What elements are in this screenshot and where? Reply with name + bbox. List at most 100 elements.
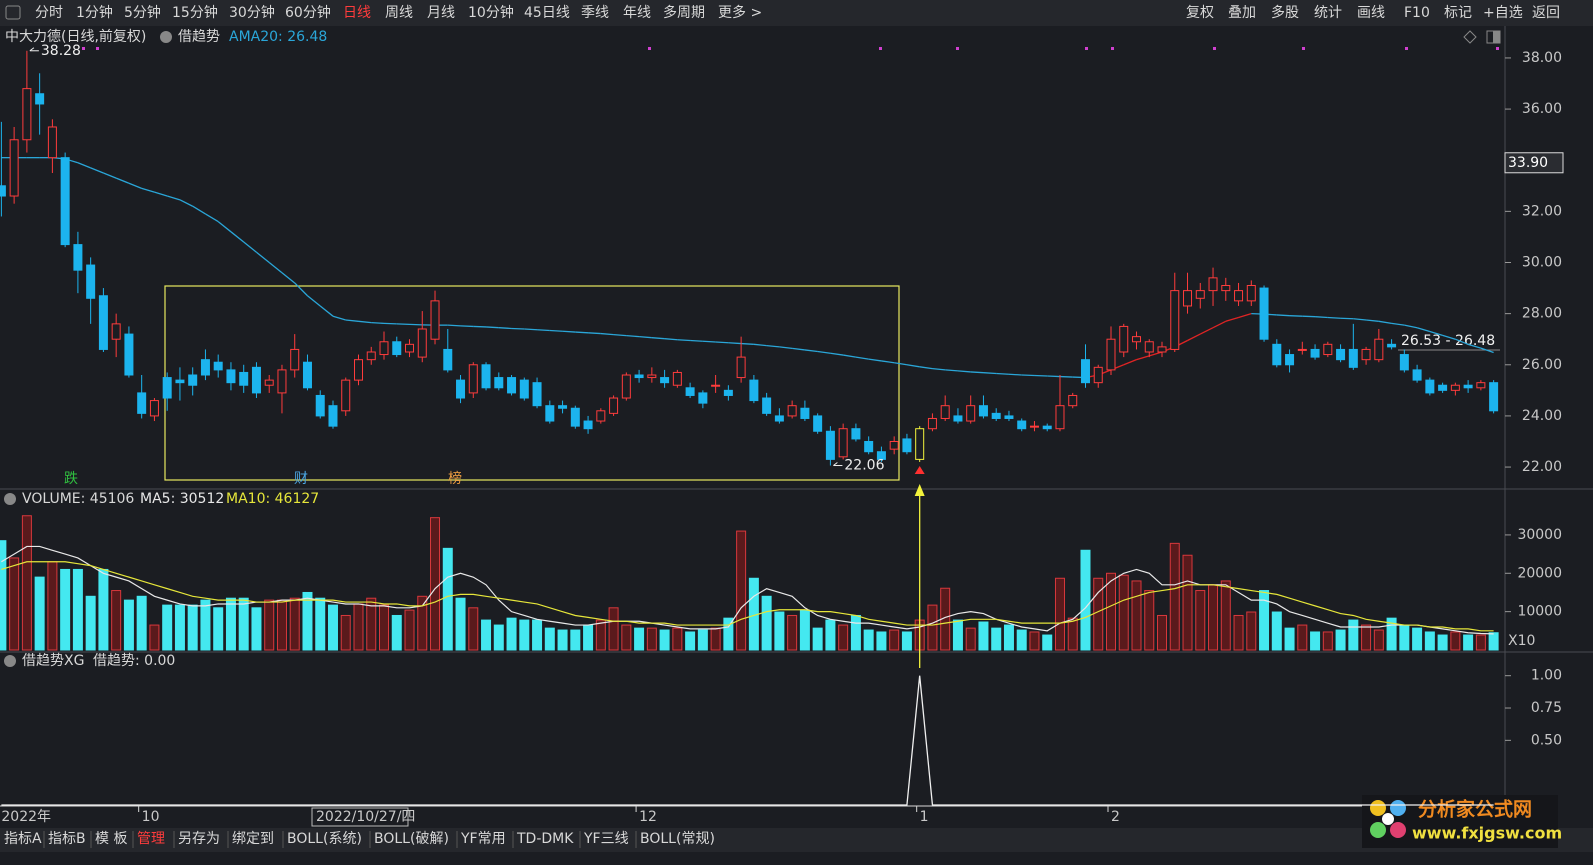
- menu-item[interactable]: 5分钟: [124, 4, 161, 21]
- menu-item[interactable]: 季线: [581, 5, 609, 21]
- menu-item[interactable]: 1分钟: [76, 4, 113, 21]
- menu-item[interactable]: 年线: [623, 5, 651, 21]
- ama-line: [537, 329, 550, 332]
- candle-body: [137, 392, 147, 414]
- candle-body: [35, 93, 45, 105]
- menu-item[interactable]: 多周期: [663, 4, 705, 21]
- menu-item[interactable]: 标记: [1444, 5, 1472, 21]
- volume-ma-line: [1, 561, 1494, 632]
- candle-body: [1348, 348, 1358, 368]
- volume-bar: [787, 614, 798, 651]
- menu-item[interactable]: 月线: [427, 5, 455, 21]
- candle-body: [149, 400, 159, 417]
- candle-body: [660, 377, 670, 384]
- ama-line: [970, 371, 984, 374]
- candle-body: [200, 359, 210, 376]
- tab[interactable]: YF常用: [460, 831, 506, 847]
- menu-item[interactable]: 复权: [1186, 4, 1214, 21]
- indicator-name: 借趋势: [178, 29, 220, 45]
- ama-line: [447, 324, 461, 327]
- tab[interactable]: BOLL(破解): [374, 831, 449, 847]
- collapse-icon[interactable]: [4, 493, 16, 505]
- petal-center: [1382, 813, 1394, 825]
- volume-bar: [1412, 627, 1423, 651]
- menu-icon[interactable]: [5, 5, 21, 20]
- ama-line: [957, 370, 971, 373]
- menu-item[interactable]: 周线: [385, 5, 413, 21]
- volume-bar: [1373, 629, 1384, 651]
- ama-line: [217, 221, 232, 233]
- menu-item[interactable]: 60分钟: [285, 4, 331, 21]
- tab[interactable]: 管理: [137, 831, 165, 847]
- diamond-icon[interactable]: [1463, 30, 1477, 44]
- ama-line: [383, 322, 397, 325]
- candle-body: [1246, 285, 1256, 302]
- candle-body: [60, 157, 70, 246]
- collapse-icon[interactable]: [4, 655, 16, 667]
- volume-bar: [0, 540, 7, 651]
- volume-bar: [583, 624, 594, 651]
- ama-line: [945, 369, 958, 372]
- volume-bar: [697, 629, 708, 651]
- y-tick-label: 36.00: [1522, 101, 1562, 117]
- volume-bar: [1144, 590, 1155, 651]
- candle-body: [277, 369, 287, 394]
- price-tag-box: [1504, 152, 1564, 174]
- menu-item[interactable]: F10: [1404, 5, 1430, 21]
- candle-body: [723, 389, 733, 396]
- menu-item[interactable]: +自选: [1483, 5, 1523, 21]
- ama-line: [600, 332, 614, 336]
- volume-bar: [850, 614, 861, 651]
- ama-line: [345, 319, 359, 322]
- candle-body: [379, 341, 389, 356]
- candle-body: [1374, 338, 1384, 361]
- tab[interactable]: 指标A: [4, 831, 42, 847]
- x-tick-label: 12: [639, 809, 657, 825]
- y-tick-label: 28.00: [1522, 306, 1562, 322]
- cursor-date-box: [311, 807, 409, 827]
- volume-bar: [570, 629, 581, 651]
- candle-body: [519, 379, 529, 399]
- candle-body: [251, 366, 261, 394]
- candle-body: [647, 374, 657, 379]
- ama-line: [1366, 319, 1379, 322]
- tab[interactable]: TD-DMK: [516, 831, 574, 847]
- tab[interactable]: 指标B: [48, 831, 86, 847]
- dot: [1405, 47, 1408, 50]
- ama-line: [792, 347, 805, 351]
- menu-item[interactable]: 叠加: [1228, 5, 1256, 21]
- volume-bar: [1322, 631, 1333, 651]
- ama-line: [932, 367, 946, 371]
- collapse-icon[interactable]: [160, 31, 172, 43]
- tab[interactable]: 绑定到: [232, 831, 274, 847]
- menu-item[interactable]: 分时: [35, 5, 63, 21]
- ama-line: [1429, 330, 1443, 336]
- tab[interactable]: YF三线: [583, 831, 629, 847]
- volume-bar: [72, 568, 83, 651]
- candle-body: [328, 405, 338, 427]
- candle-body: [47, 126, 57, 159]
- candle-body: [570, 407, 580, 427]
- tab[interactable]: 另存为: [178, 831, 220, 847]
- candle-body: [876, 451, 886, 460]
- tab[interactable]: BOLL(常规): [640, 831, 715, 847]
- dot: [1085, 47, 1088, 50]
- menu-item[interactable]: 返回: [1532, 5, 1560, 21]
- menu-item[interactable]: 30分钟: [229, 4, 275, 21]
- volume-bar: [889, 629, 900, 651]
- tab[interactable]: BOLL(系统): [287, 831, 362, 847]
- menu-item[interactable]: 日线: [343, 5, 371, 21]
- menu-item[interactable]: 45日线: [524, 5, 570, 21]
- candle-body: [1297, 348, 1307, 351]
- volume-unit: X10: [1508, 633, 1535, 649]
- volume-bar: [1131, 580, 1142, 651]
- menu-item[interactable]: 10分钟: [468, 4, 514, 21]
- menu-item[interactable]: 多股: [1271, 4, 1299, 21]
- menu-item[interactable]: 15分钟: [172, 4, 218, 21]
- volume-bar: [315, 597, 326, 651]
- volume-bar: [187, 604, 198, 651]
- tab[interactable]: 模 板: [95, 831, 127, 847]
- menu-item[interactable]: 画线: [1357, 5, 1385, 21]
- menu-item[interactable]: 更多 >: [718, 4, 762, 21]
- menu-item[interactable]: 统计: [1314, 5, 1342, 21]
